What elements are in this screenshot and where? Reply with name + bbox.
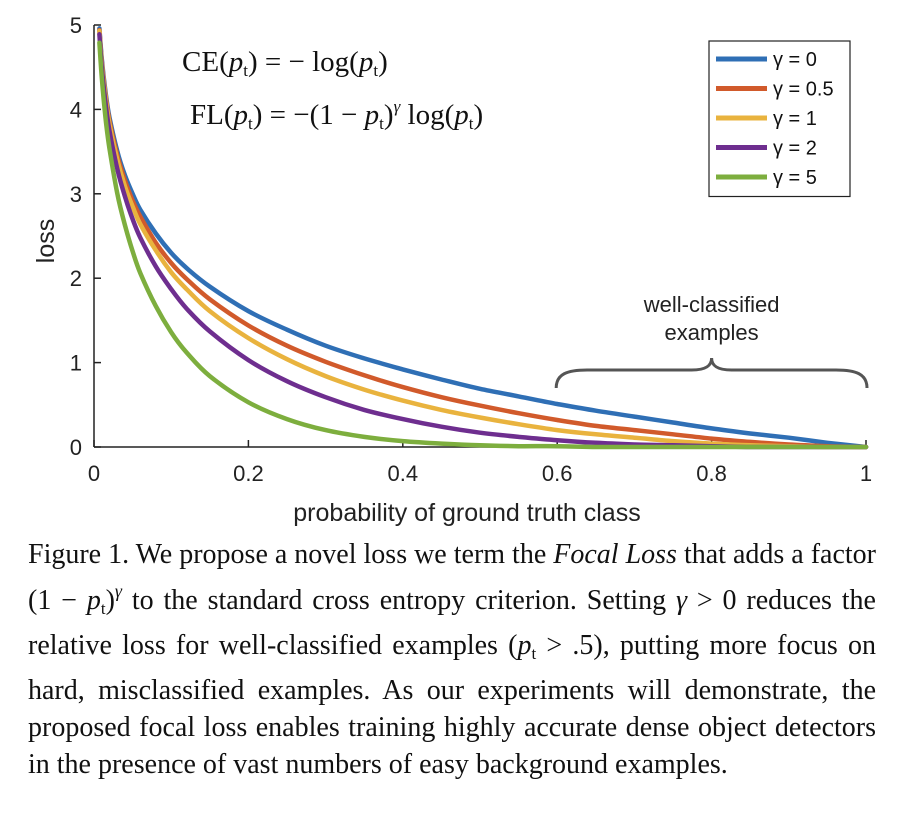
ce-close: ): [378, 46, 388, 78]
caption-t: t: [100, 599, 106, 618]
x-tick-label: 0.8: [696, 461, 727, 486]
ce-arg: p: [228, 46, 244, 78]
ce-formula: CE(pt) = − log(pt): [182, 46, 388, 80]
y-tick-label: 5: [70, 13, 82, 38]
x-tick-label: 0.2: [233, 461, 264, 486]
x-tick-label: 0.4: [388, 461, 419, 486]
fl-sup: γ: [393, 97, 401, 116]
loss-chart: 0 1 2 3 4 5 0 0.2 0.4 0.6 0.8 1 well-classified exa…: [32, 13, 872, 527]
legend-entry: γ = 0: [773, 49, 817, 71]
caption-factor-open: (1 −: [28, 585, 87, 616]
annotation-label-line1: well-classified: [643, 292, 780, 317]
focal-loss-figure: 0 1 2 3 4 5 0 0.2 0.4 0.6 0.8 1 well-classified exa…: [32, 13, 872, 527]
fl-rhs2: log(: [400, 99, 455, 131]
x-tick-label: 0.6: [542, 461, 573, 486]
caption-gamma: γ: [675, 585, 688, 616]
y-tick-label: 4: [70, 97, 82, 122]
ce-rhs: = − log(: [264, 46, 359, 78]
fl-lhs: FL: [190, 99, 224, 131]
caption-p: p: [86, 585, 101, 616]
caption-factor-close: ): [105, 585, 115, 616]
fl-sub: t: [248, 114, 253, 133]
series-line-gamma-5: [97, 40, 869, 450]
fl-sub-3: t: [468, 114, 474, 133]
y-tick-label: 2: [70, 266, 82, 291]
fl-formula: FL(pt) = −(1 − pt)γ log(pt): [190, 97, 484, 133]
ce-arg-2: p: [358, 46, 374, 78]
fl-arg-2: p: [364, 99, 380, 131]
y-axis-label: loss: [32, 219, 60, 263]
legend-entry: γ = 0.5: [773, 79, 834, 101]
y-tick-label: 0: [70, 435, 82, 460]
annotation-label-line2: examples: [665, 320, 759, 345]
caption-t-2: t: [531, 644, 537, 663]
ce-sub: t: [243, 61, 248, 80]
x-axis-label: probability of ground truth class: [293, 499, 640, 527]
fl-arg: p: [233, 99, 249, 131]
annotation: well-classified examples: [554, 292, 869, 389]
caption-gamma-sup: γ: [114, 581, 122, 601]
legend-entry: γ = 2: [773, 138, 817, 160]
legend: γ = 0 γ = 0.5 γ = 1 γ = 2 γ = 5: [708, 40, 851, 198]
ce-lhs: CE: [182, 46, 220, 78]
x-tick-label: 1: [860, 461, 872, 486]
caption-text-1: Figure 1. We propose a novel loss we ter…: [28, 539, 554, 570]
axes: 0 1 2 3 4 5 0 0.2 0.4 0.6 0.8 1: [70, 13, 872, 486]
legend-entry: γ = 5: [773, 167, 817, 189]
series-line-gamma-1: [97, 28, 869, 450]
fl-close: ): [473, 99, 484, 131]
caption-text-2: that adds a factor: [676, 539, 876, 570]
x-tick-label: 0: [88, 461, 100, 486]
y-tick-label: 3: [70, 182, 82, 207]
fl-sub-2: t: [379, 114, 384, 133]
caption-text-4: > 0 reduces the relative loss for well-c…: [28, 585, 876, 661]
caption-focal-loss: Focal Loss: [553, 539, 677, 570]
caption-text-5: > .5), putting more focus on hard, miscl…: [28, 630, 876, 780]
figure-caption: Figure 1. We propose a novel loss we ter…: [28, 536, 876, 783]
ce-sub-2: t: [373, 61, 379, 80]
caption-text-3: to the standard cross entropy criterion.…: [122, 585, 676, 616]
legend-entry: γ = 1: [773, 108, 817, 130]
fl-rhs1: = −(1 −: [269, 99, 365, 131]
series-group: [97, 26, 869, 450]
fl-arg-3: p: [454, 99, 469, 131]
annotation-brace: [554, 357, 869, 389]
caption-p-2: p: [517, 630, 532, 661]
y-tick-label: 1: [70, 351, 82, 376]
